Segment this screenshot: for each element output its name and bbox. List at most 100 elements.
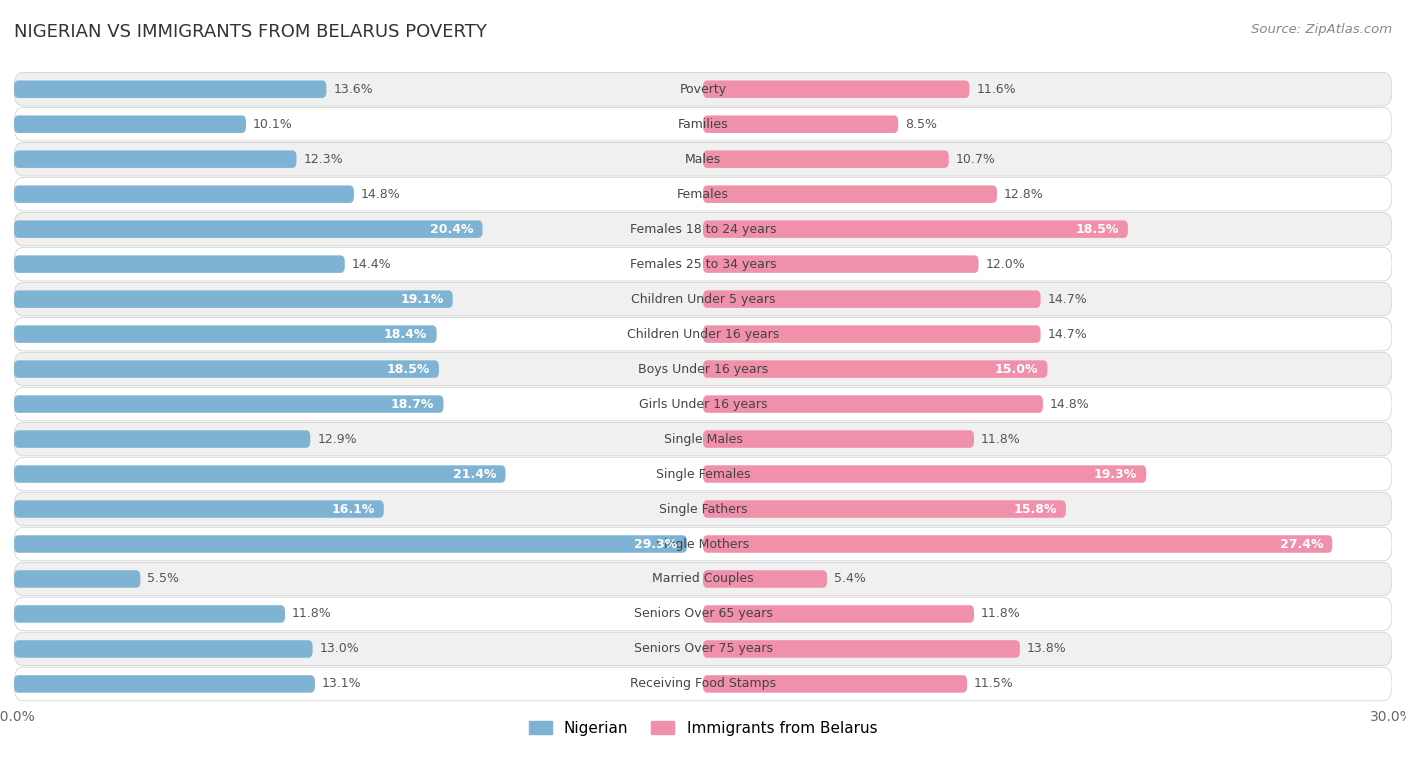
Text: 18.5%: 18.5% — [387, 362, 430, 375]
FancyBboxPatch shape — [14, 431, 311, 448]
Text: 13.1%: 13.1% — [322, 678, 361, 691]
FancyBboxPatch shape — [14, 318, 1392, 351]
Text: 5.5%: 5.5% — [148, 572, 179, 585]
Text: 21.4%: 21.4% — [453, 468, 496, 481]
FancyBboxPatch shape — [14, 570, 141, 587]
Text: 14.8%: 14.8% — [361, 188, 401, 201]
FancyBboxPatch shape — [703, 431, 974, 448]
Text: 13.0%: 13.0% — [319, 643, 360, 656]
FancyBboxPatch shape — [703, 605, 974, 623]
Text: 14.7%: 14.7% — [1047, 327, 1087, 340]
FancyBboxPatch shape — [14, 535, 688, 553]
Text: 20.4%: 20.4% — [430, 223, 474, 236]
FancyBboxPatch shape — [703, 255, 979, 273]
FancyBboxPatch shape — [14, 247, 1392, 281]
FancyBboxPatch shape — [14, 597, 1392, 631]
Text: Males: Males — [685, 152, 721, 166]
Text: Children Under 5 years: Children Under 5 years — [631, 293, 775, 305]
Text: 8.5%: 8.5% — [905, 117, 936, 130]
Legend: Nigerian, Immigrants from Belarus: Nigerian, Immigrants from Belarus — [523, 715, 883, 742]
Text: NIGERIAN VS IMMIGRANTS FROM BELARUS POVERTY: NIGERIAN VS IMMIGRANTS FROM BELARUS POVE… — [14, 23, 486, 41]
Text: Children Under 16 years: Children Under 16 years — [627, 327, 779, 340]
Text: 12.0%: 12.0% — [986, 258, 1025, 271]
Text: 18.4%: 18.4% — [384, 327, 427, 340]
Text: Females: Females — [678, 188, 728, 201]
FancyBboxPatch shape — [14, 352, 1392, 386]
FancyBboxPatch shape — [14, 221, 482, 238]
Text: 11.6%: 11.6% — [976, 83, 1017, 96]
Text: 10.7%: 10.7% — [956, 152, 995, 166]
Text: Females 18 to 24 years: Females 18 to 24 years — [630, 223, 776, 236]
Text: 13.6%: 13.6% — [333, 83, 373, 96]
Text: 16.1%: 16.1% — [332, 503, 374, 515]
Text: 12.8%: 12.8% — [1004, 188, 1043, 201]
FancyBboxPatch shape — [703, 641, 1019, 658]
FancyBboxPatch shape — [14, 73, 1392, 106]
Text: 11.8%: 11.8% — [292, 607, 332, 621]
FancyBboxPatch shape — [14, 108, 1392, 141]
FancyBboxPatch shape — [703, 675, 967, 693]
FancyBboxPatch shape — [14, 465, 506, 483]
FancyBboxPatch shape — [14, 528, 1392, 561]
Text: Receiving Food Stamps: Receiving Food Stamps — [630, 678, 776, 691]
FancyBboxPatch shape — [703, 396, 1043, 413]
Text: 11.8%: 11.8% — [981, 607, 1021, 621]
FancyBboxPatch shape — [14, 360, 439, 377]
FancyBboxPatch shape — [703, 80, 969, 98]
FancyBboxPatch shape — [14, 212, 1392, 246]
FancyBboxPatch shape — [703, 570, 827, 587]
FancyBboxPatch shape — [703, 221, 1128, 238]
FancyBboxPatch shape — [14, 150, 297, 168]
Text: Single Mothers: Single Mothers — [657, 537, 749, 550]
FancyBboxPatch shape — [14, 80, 326, 98]
Text: Boys Under 16 years: Boys Under 16 years — [638, 362, 768, 375]
Text: 29.3%: 29.3% — [634, 537, 678, 550]
FancyBboxPatch shape — [14, 457, 1392, 491]
Text: 15.8%: 15.8% — [1014, 503, 1057, 515]
Text: 5.4%: 5.4% — [834, 572, 866, 585]
Text: 11.8%: 11.8% — [981, 433, 1021, 446]
FancyBboxPatch shape — [14, 143, 1392, 176]
FancyBboxPatch shape — [14, 290, 453, 308]
Text: Females 25 to 34 years: Females 25 to 34 years — [630, 258, 776, 271]
Text: 18.5%: 18.5% — [1076, 223, 1119, 236]
FancyBboxPatch shape — [703, 360, 1047, 377]
Text: Poverty: Poverty — [679, 83, 727, 96]
Text: Single Fathers: Single Fathers — [659, 503, 747, 515]
FancyBboxPatch shape — [703, 535, 1333, 553]
Text: 12.9%: 12.9% — [318, 433, 357, 446]
FancyBboxPatch shape — [14, 186, 354, 203]
FancyBboxPatch shape — [14, 255, 344, 273]
Text: Seniors Over 75 years: Seniors Over 75 years — [634, 643, 772, 656]
FancyBboxPatch shape — [14, 115, 246, 133]
FancyBboxPatch shape — [14, 500, 384, 518]
FancyBboxPatch shape — [14, 675, 315, 693]
Text: Seniors Over 65 years: Seniors Over 65 years — [634, 607, 772, 621]
Text: 14.4%: 14.4% — [352, 258, 391, 271]
FancyBboxPatch shape — [703, 290, 1040, 308]
FancyBboxPatch shape — [14, 492, 1392, 526]
Text: 10.1%: 10.1% — [253, 117, 292, 130]
FancyBboxPatch shape — [14, 396, 443, 413]
FancyBboxPatch shape — [703, 186, 997, 203]
FancyBboxPatch shape — [14, 282, 1392, 316]
Text: 11.5%: 11.5% — [974, 678, 1014, 691]
FancyBboxPatch shape — [14, 325, 437, 343]
Text: Source: ZipAtlas.com: Source: ZipAtlas.com — [1251, 23, 1392, 36]
FancyBboxPatch shape — [14, 422, 1392, 456]
FancyBboxPatch shape — [14, 562, 1392, 596]
Text: 27.4%: 27.4% — [1279, 537, 1323, 550]
Text: 19.1%: 19.1% — [401, 293, 443, 305]
FancyBboxPatch shape — [14, 177, 1392, 211]
FancyBboxPatch shape — [14, 641, 312, 658]
FancyBboxPatch shape — [14, 667, 1392, 700]
Text: Single Females: Single Females — [655, 468, 751, 481]
FancyBboxPatch shape — [14, 632, 1392, 666]
Text: Single Males: Single Males — [664, 433, 742, 446]
Text: Girls Under 16 years: Girls Under 16 years — [638, 398, 768, 411]
FancyBboxPatch shape — [703, 500, 1066, 518]
Text: 14.8%: 14.8% — [1050, 398, 1090, 411]
FancyBboxPatch shape — [703, 150, 949, 168]
Text: Married Couples: Married Couples — [652, 572, 754, 585]
FancyBboxPatch shape — [703, 325, 1040, 343]
